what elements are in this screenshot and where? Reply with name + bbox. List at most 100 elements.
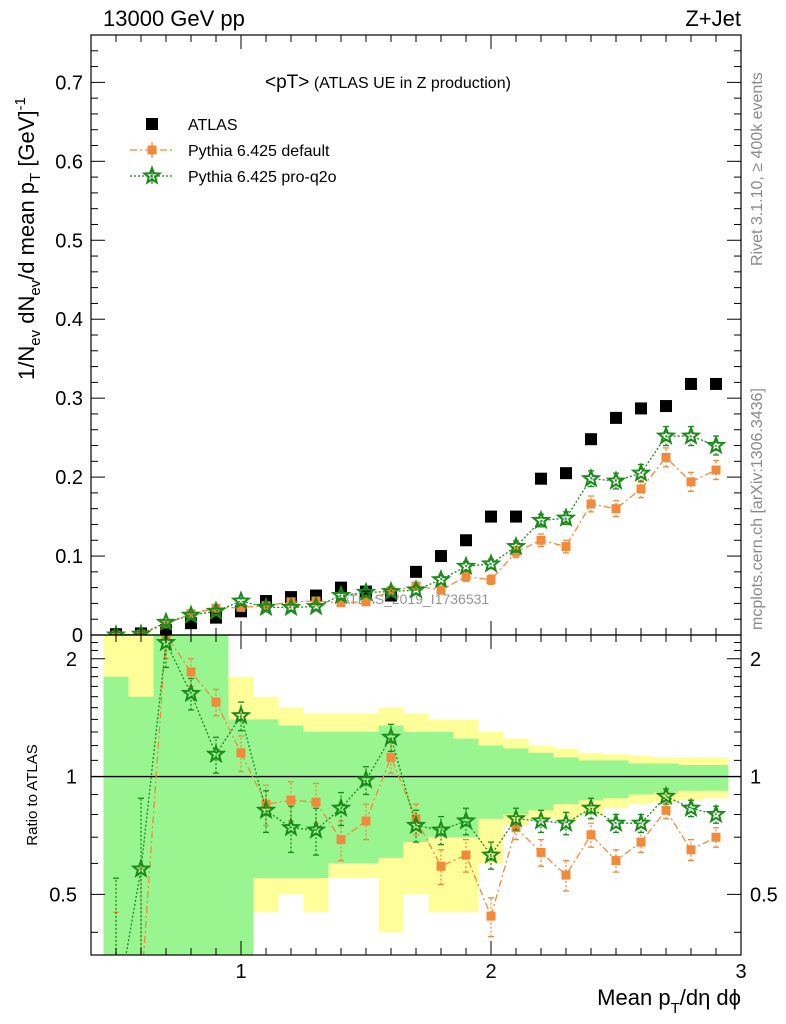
y-tick-label: 0.1 (55, 546, 83, 568)
data-point (480, 553, 502, 573)
y-tick-label: 0.5 (55, 230, 83, 252)
data-point (255, 596, 277, 617)
data-point (286, 795, 296, 805)
data-point (705, 803, 727, 824)
data-point (555, 507, 577, 527)
data-point (311, 797, 321, 807)
data-point (137, 988, 146, 997)
series-default (111, 447, 721, 635)
data-point (155, 635, 177, 652)
band-inner-bin (153, 635, 179, 955)
ratio-bands (103, 635, 729, 955)
band-inner-bin (603, 760, 629, 799)
data-point (130, 858, 152, 878)
data-point (130, 623, 152, 635)
y-tick-label: 0.3 (55, 388, 83, 410)
y-tick-label: 1 (66, 767, 77, 789)
legend-label: Pythia 6.425 default (188, 143, 330, 160)
plot-title: <pT> (ATLAS UE in Z production) (265, 72, 511, 93)
data-point (536, 847, 546, 857)
y-tick-label-right: 1 (750, 767, 761, 789)
band-inner-bin (203, 635, 229, 955)
data-point (555, 812, 577, 832)
data-point (661, 805, 671, 815)
data-point (680, 425, 702, 445)
data-point (536, 535, 546, 545)
y-tick-label: 2 (66, 649, 77, 671)
plot-title-main: <pT> (265, 72, 309, 93)
data-point (386, 752, 396, 762)
data-point (610, 411, 622, 424)
data-point (436, 585, 446, 595)
data-point (611, 856, 621, 866)
legend-label: ATLAS (188, 117, 238, 134)
data-point (361, 597, 371, 607)
data-point (455, 810, 477, 830)
data-point (236, 748, 246, 758)
watermark: ATLAS_2019_I1736531 (341, 591, 490, 607)
data-point (355, 769, 377, 789)
data-point (685, 377, 697, 390)
y-tick-label: 0.5 (49, 884, 77, 906)
y-tick-label: 0.4 (55, 309, 83, 331)
series-line (115, 435, 717, 635)
data-point (680, 797, 702, 818)
energy-label: 13000 GeV pp (103, 6, 245, 31)
data-point (561, 542, 571, 552)
x-tick-label: 3 (735, 961, 746, 983)
data-point (535, 472, 547, 485)
band-inner-bin (353, 731, 379, 864)
axes: 1 2 3 0 0.1 0.2 0.3 0.4 0.5 0.6 0.7 0.5 0.5 1 1 2 2 (49, 34, 778, 983)
data-point (155, 611, 177, 632)
ratio-ylabel: Ratio to ATLAS (24, 744, 41, 845)
data-point (636, 484, 646, 494)
data-point (486, 575, 496, 585)
data-point (280, 816, 302, 837)
data-point (611, 504, 621, 514)
data-point (505, 807, 527, 828)
band-inner-bin (478, 745, 504, 819)
data-point (361, 816, 371, 826)
data-point (230, 590, 252, 610)
series-proq2o (105, 425, 727, 635)
legend-marker (146, 118, 158, 130)
data-point (505, 535, 527, 556)
data-point (586, 830, 596, 840)
band-inner-bin (453, 738, 479, 838)
band-inner-bin (628, 763, 654, 795)
data-point (330, 797, 352, 818)
data-point (186, 667, 196, 677)
data-point (435, 550, 447, 563)
data-point (635, 402, 647, 415)
data-point (605, 470, 627, 490)
plot-title-sub: (ATLAS UE in Z production) (309, 75, 511, 92)
data-point (380, 726, 402, 747)
data-point (430, 819, 452, 839)
legend-label: Pythia 6.425 pro-q2o (188, 169, 337, 186)
data-point (410, 565, 422, 578)
main-ylabel: 1/Nev dNev/d mean pT [GeV]-1 (12, 97, 44, 380)
data-point (660, 400, 672, 413)
data-point (560, 467, 572, 480)
data-point (336, 598, 346, 608)
data-point (405, 814, 427, 835)
band-inner-bin (528, 752, 554, 811)
series-proq2o (108, 635, 727, 1018)
data-point (711, 465, 721, 475)
data-point (380, 580, 402, 601)
data-point (605, 812, 627, 832)
data-point (108, 1004, 123, 1018)
data-point (330, 584, 352, 605)
data-point (180, 682, 202, 703)
y-tick-label: 0 (72, 625, 83, 647)
process-label: Z+Jet (685, 6, 741, 31)
data-point (205, 743, 227, 764)
legend-marker (147, 145, 157, 155)
data-point (711, 832, 721, 842)
ratio-series (108, 635, 727, 1018)
data-point (630, 812, 652, 832)
legend-marker (141, 165, 163, 185)
data-point (455, 555, 477, 576)
data-point (655, 785, 677, 806)
